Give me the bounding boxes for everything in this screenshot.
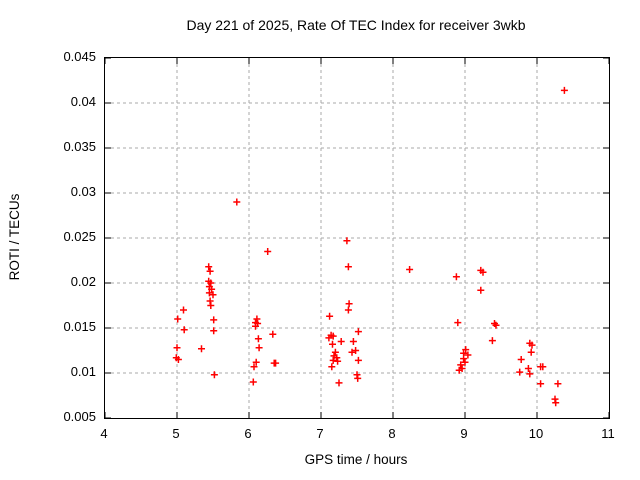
y-tick-label: 0.02 xyxy=(70,274,96,289)
x-tick-label: 5 xyxy=(172,426,180,441)
data-points xyxy=(172,86,568,407)
y-tick-label: 0.005 xyxy=(63,409,96,424)
y-tick-label: 0.045 xyxy=(63,49,96,64)
chart-title: Day 221 of 2025, Rate Of TEC Index for r… xyxy=(186,17,526,33)
y-tick-label: 0.015 xyxy=(63,319,96,334)
x-axis-label: GPS time / hours xyxy=(304,452,408,467)
scatter-plot-canvas xyxy=(104,57,610,419)
x-tick-label: 9 xyxy=(460,426,468,441)
x-tick-label: 6 xyxy=(244,426,252,441)
y-tick-label: 0.025 xyxy=(63,229,96,244)
y-tick-label: 0.04 xyxy=(70,94,96,109)
y-tick-label: 0.03 xyxy=(70,184,96,199)
x-tick-label: 10 xyxy=(528,426,544,441)
x-tick-label: 7 xyxy=(316,426,324,441)
y-tick-label: 0.01 xyxy=(70,364,96,379)
y-tick-label: 0.035 xyxy=(63,139,96,154)
plot-area xyxy=(104,57,610,419)
x-tick-label: 8 xyxy=(388,426,396,441)
x-tick-label: 4 xyxy=(100,426,108,441)
y-axis-label: ROTI / TECUs xyxy=(7,193,22,281)
x-tick-label: 11 xyxy=(601,426,615,441)
